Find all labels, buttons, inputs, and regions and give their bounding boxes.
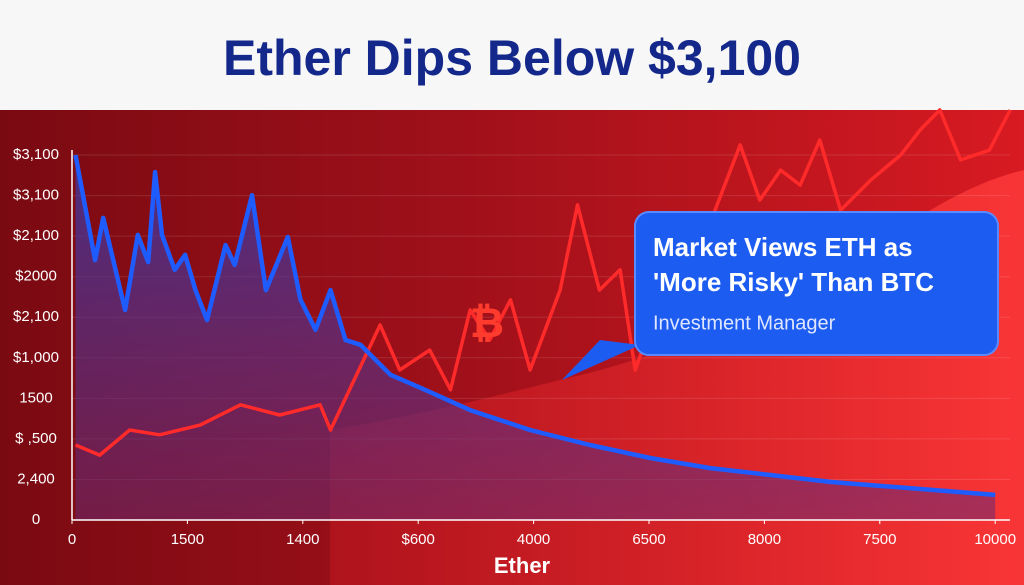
y-tick-label: $3,100 — [13, 146, 59, 163]
x-tick-label: 7500 — [863, 531, 896, 548]
y-tick-label: 2,400 — [17, 470, 55, 487]
y-tick-label: 0 — [32, 511, 40, 528]
x-tick-label: 1500 — [171, 531, 204, 548]
bitcoin-symbol: ₿ — [470, 299, 504, 346]
x-tick-label: 0 — [68, 531, 76, 548]
x-tick-label: 6500 — [632, 531, 665, 548]
x-tick-label: 8000 — [748, 531, 781, 548]
x-tick-label: 1400 — [286, 531, 319, 548]
callout-source: Investment Manager — [653, 312, 836, 334]
callout-title: Market Views ETH as — [653, 232, 913, 262]
x-tick-label: 10000 — [974, 531, 1016, 548]
y-tick-label: $2000 — [15, 268, 57, 285]
y-tick-label: $ ,500 — [15, 430, 57, 447]
x-axis-label: Ether — [494, 553, 551, 578]
header — [0, 0, 1024, 110]
y-tick-label: $2,100 — [13, 308, 59, 325]
chart-title: Ether Dips Below $3,100 — [223, 30, 801, 86]
series-area — [75, 155, 996, 520]
callout-tail — [562, 340, 640, 380]
y-tick-label: $2,100 — [13, 227, 59, 244]
callout: Market Views ETH as 'More Risky' Than BT… — [562, 211, 999, 380]
y-tick-label: $3,100 — [13, 187, 59, 204]
series-line — [74, 108, 1012, 457]
callout-box — [634, 211, 999, 356]
x-tick-label: 4000 — [517, 531, 550, 548]
series-line — [73, 154, 996, 498]
x-tick-label: $600 — [402, 531, 435, 548]
y-tick-label: 1500 — [19, 389, 52, 406]
callout-title: 'More Risky' Than BTC — [653, 267, 934, 297]
y-tick-label: $1,000 — [13, 349, 59, 366]
